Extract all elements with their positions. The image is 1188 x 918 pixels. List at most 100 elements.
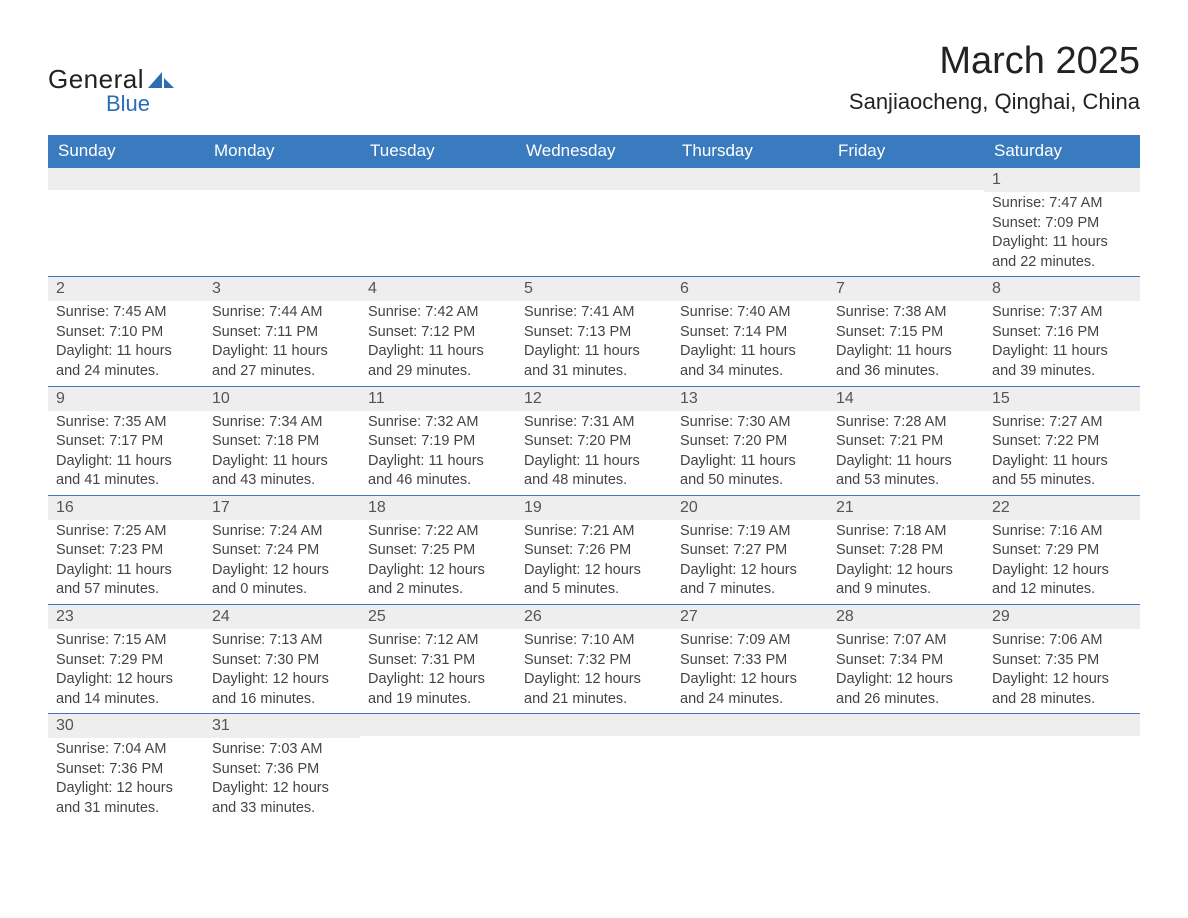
day-number: 10 <box>204 387 360 411</box>
sunset-text: Sunset: 7:36 PM <box>56 760 196 780</box>
title-block: March 2025 Sanjiaocheng, Qinghai, China <box>849 40 1140 115</box>
calendar-day-cell: 16Sunrise: 7:25 AMSunset: 7:23 PMDayligh… <box>48 495 204 604</box>
day-details: Sunrise: 7:04 AMSunset: 7:36 PMDaylight:… <box>48 738 204 822</box>
sunrise-text: Sunrise: 7:45 AM <box>56 303 196 323</box>
calendar-week-row: 30Sunrise: 7:04 AMSunset: 7:36 PMDayligh… <box>48 714 1140 823</box>
day-number: 4 <box>360 277 516 301</box>
day-number: 18 <box>360 496 516 520</box>
sunrise-text: Sunrise: 7:37 AM <box>992 303 1132 323</box>
calendar-day-cell: 23Sunrise: 7:15 AMSunset: 7:29 PMDayligh… <box>48 605 204 714</box>
calendar-day-cell <box>984 714 1140 823</box>
daylight-text: Daylight: 12 hours and 28 minutes. <box>992 670 1132 709</box>
day-number: 28 <box>828 605 984 629</box>
day-number: 21 <box>828 496 984 520</box>
day-details: Sunrise: 7:19 AMSunset: 7:27 PMDaylight:… <box>672 520 828 604</box>
day-details <box>516 736 672 816</box>
sunrise-text: Sunrise: 7:34 AM <box>212 413 352 433</box>
day-number <box>672 168 828 190</box>
day-number: 11 <box>360 387 516 411</box>
daylight-text: Daylight: 12 hours and 24 minutes. <box>680 670 820 709</box>
day-number: 31 <box>204 714 360 738</box>
sunset-text: Sunset: 7:21 PM <box>836 432 976 452</box>
calendar-day-cell <box>516 168 672 277</box>
day-details <box>828 736 984 816</box>
calendar-day-cell: 21Sunrise: 7:18 AMSunset: 7:28 PMDayligh… <box>828 495 984 604</box>
calendar-day-cell: 18Sunrise: 7:22 AMSunset: 7:25 PMDayligh… <box>360 495 516 604</box>
day-details: Sunrise: 7:40 AMSunset: 7:14 PMDaylight:… <box>672 301 828 385</box>
day-number: 12 <box>516 387 672 411</box>
day-number <box>204 168 360 190</box>
day-number: 29 <box>984 605 1140 629</box>
sunrise-text: Sunrise: 7:28 AM <box>836 413 976 433</box>
sunset-text: Sunset: 7:24 PM <box>212 541 352 561</box>
calendar-day-cell: 27Sunrise: 7:09 AMSunset: 7:33 PMDayligh… <box>672 605 828 714</box>
location-label: Sanjiaocheng, Qinghai, China <box>849 89 1140 115</box>
daylight-text: Daylight: 12 hours and 14 minutes. <box>56 670 196 709</box>
sunset-text: Sunset: 7:25 PM <box>368 541 508 561</box>
day-number <box>984 714 1140 736</box>
day-number: 27 <box>672 605 828 629</box>
day-number <box>516 714 672 736</box>
day-number: 14 <box>828 387 984 411</box>
sunset-text: Sunset: 7:14 PM <box>680 323 820 343</box>
brand-sail-icon <box>148 70 174 88</box>
sunrise-text: Sunrise: 7:40 AM <box>680 303 820 323</box>
sunset-text: Sunset: 7:18 PM <box>212 432 352 452</box>
sunrise-text: Sunrise: 7:25 AM <box>56 522 196 542</box>
daylight-text: Daylight: 12 hours and 12 minutes. <box>992 561 1132 600</box>
day-number <box>516 168 672 190</box>
day-details: Sunrise: 7:28 AMSunset: 7:21 PMDaylight:… <box>828 411 984 495</box>
calendar-week-row: 16Sunrise: 7:25 AMSunset: 7:23 PMDayligh… <box>48 495 1140 604</box>
daylight-text: Daylight: 11 hours and 27 minutes. <box>212 342 352 381</box>
day-number: 24 <box>204 605 360 629</box>
sunset-text: Sunset: 7:22 PM <box>992 432 1132 452</box>
calendar-day-cell: 14Sunrise: 7:28 AMSunset: 7:21 PMDayligh… <box>828 386 984 495</box>
day-number: 15 <box>984 387 1140 411</box>
sunset-text: Sunset: 7:12 PM <box>368 323 508 343</box>
day-number: 1 <box>984 168 1140 192</box>
sunrise-text: Sunrise: 7:38 AM <box>836 303 976 323</box>
day-details <box>672 190 828 270</box>
sunrise-text: Sunrise: 7:04 AM <box>56 740 196 760</box>
day-number: 8 <box>984 277 1140 301</box>
day-details: Sunrise: 7:41 AMSunset: 7:13 PMDaylight:… <box>516 301 672 385</box>
calendar-day-cell: 2Sunrise: 7:45 AMSunset: 7:10 PMDaylight… <box>48 277 204 386</box>
weekday-header: Tuesday <box>360 135 516 168</box>
sunrise-text: Sunrise: 7:19 AM <box>680 522 820 542</box>
day-details: Sunrise: 7:16 AMSunset: 7:29 PMDaylight:… <box>984 520 1140 604</box>
calendar-day-cell <box>48 168 204 277</box>
sunrise-text: Sunrise: 7:18 AM <box>836 522 976 542</box>
day-number: 7 <box>828 277 984 301</box>
calendar-day-cell: 1Sunrise: 7:47 AMSunset: 7:09 PMDaylight… <box>984 168 1140 277</box>
day-number <box>360 714 516 736</box>
sunset-text: Sunset: 7:23 PM <box>56 541 196 561</box>
calendar-table: Sunday Monday Tuesday Wednesday Thursday… <box>48 135 1140 823</box>
month-title: March 2025 <box>849 40 1140 83</box>
daylight-text: Daylight: 12 hours and 31 minutes. <box>56 779 196 818</box>
day-details: Sunrise: 7:18 AMSunset: 7:28 PMDaylight:… <box>828 520 984 604</box>
day-details: Sunrise: 7:07 AMSunset: 7:34 PMDaylight:… <box>828 629 984 713</box>
day-number: 30 <box>48 714 204 738</box>
day-details: Sunrise: 7:35 AMSunset: 7:17 PMDaylight:… <box>48 411 204 495</box>
sunset-text: Sunset: 7:27 PM <box>680 541 820 561</box>
calendar-day-cell: 31Sunrise: 7:03 AMSunset: 7:36 PMDayligh… <box>204 714 360 823</box>
calendar-week-row: 23Sunrise: 7:15 AMSunset: 7:29 PMDayligh… <box>48 605 1140 714</box>
sunset-text: Sunset: 7:10 PM <box>56 323 196 343</box>
sunrise-text: Sunrise: 7:30 AM <box>680 413 820 433</box>
calendar-week-row: 9Sunrise: 7:35 AMSunset: 7:17 PMDaylight… <box>48 386 1140 495</box>
day-number: 26 <box>516 605 672 629</box>
sunset-text: Sunset: 7:20 PM <box>524 432 664 452</box>
sunrise-text: Sunrise: 7:03 AM <box>212 740 352 760</box>
day-number: 20 <box>672 496 828 520</box>
daylight-text: Daylight: 11 hours and 48 minutes. <box>524 452 664 491</box>
calendar-day-cell: 15Sunrise: 7:27 AMSunset: 7:22 PMDayligh… <box>984 386 1140 495</box>
daylight-text: Daylight: 11 hours and 50 minutes. <box>680 452 820 491</box>
calendar-day-cell: 6Sunrise: 7:40 AMSunset: 7:14 PMDaylight… <box>672 277 828 386</box>
day-number: 13 <box>672 387 828 411</box>
daylight-text: Daylight: 12 hours and 33 minutes. <box>212 779 352 818</box>
sunrise-text: Sunrise: 7:44 AM <box>212 303 352 323</box>
calendar-day-cell: 9Sunrise: 7:35 AMSunset: 7:17 PMDaylight… <box>48 386 204 495</box>
daylight-text: Daylight: 11 hours and 53 minutes. <box>836 452 976 491</box>
day-details: Sunrise: 7:47 AMSunset: 7:09 PMDaylight:… <box>984 192 1140 276</box>
sunset-text: Sunset: 7:11 PM <box>212 323 352 343</box>
